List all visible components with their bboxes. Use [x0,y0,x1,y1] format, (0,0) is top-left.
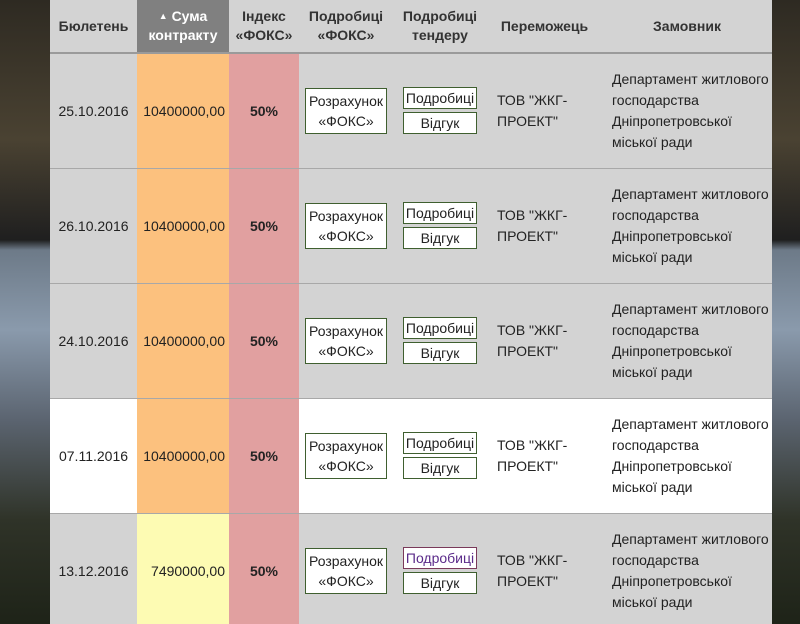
column-header-bulletin[interactable]: Бюлетень [50,0,137,53]
column-header-details-fox: Подробиці «ФОКС» [299,0,393,53]
column-header-index-label: Індекс «ФОКС» [235,8,293,43]
feedback-button[interactable]: Відгук [403,112,477,135]
column-header-sum[interactable]: ▲ Сума контракту [137,0,229,53]
contract-sum: 7490000,00 [137,513,229,624]
table-row: 07.11.2016 10400000,00 50% Розрахунок «Ф… [50,398,772,513]
feedback-button[interactable]: Відгук [403,457,477,479]
column-header-details-tender: Подробиці тендеру [393,0,487,53]
customer-name: Департамент житлового господарства Дніпр… [602,513,772,624]
column-header-sum-label: Сума контракту [148,8,218,43]
tender-details-button[interactable]: Подробиці [403,202,477,224]
column-header-customer[interactable]: Замовник [602,0,772,53]
winner-name: ТОВ "ЖКГ-ПРОЕКТ" [487,283,602,398]
feedback-button[interactable]: Відгук [403,342,477,364]
table-row: 13.12.2016 7490000,00 50% Розрахунок «ФО… [50,513,772,624]
winner-name: ТОВ "ЖКГ-ПРОЕКТ" [487,168,602,283]
fox-calculation-button[interactable]: Розрахунок «ФОКС» [305,547,387,594]
customer-name: Департамент житлового господарства Дніпр… [602,53,772,168]
bulletin-date: 07.11.2016 [50,398,137,513]
table-header: Бюлетень ▲ Сума контракту Індекс «ФОКС» … [50,0,772,53]
contract-sum: 10400000,00 [137,53,229,168]
column-header-bulletin-label: Бюлетень [58,17,129,34]
bulletin-date: 24.10.2016 [50,283,137,398]
customer-name: Департамент житлового господарства Дніпр… [602,283,772,398]
winner-name: ТОВ "ЖКГ-ПРОЕКТ" [487,398,602,513]
fox-index: 50% [229,398,299,513]
column-header-winner-label: Переможець [500,17,589,34]
winner-name: ТОВ "ЖКГ-ПРОЕКТ" [487,513,602,624]
fox-index: 50% [229,283,299,398]
customer-name: Департамент житлового господарства Дніпр… [602,168,772,283]
column-header-customer-label: Замовник [653,17,721,34]
column-header-index[interactable]: Індекс «ФОКС» [229,0,299,53]
fox-index: 50% [229,513,299,624]
fox-calculation-button[interactable]: Розрахунок «ФОКС» [305,87,387,134]
contract-sum: 10400000,00 [137,283,229,398]
contract-sum: 10400000,00 [137,398,229,513]
fox-calculation-button[interactable]: Розрахунок «ФОКС» [305,317,387,364]
sort-ascending-icon: ▲ [158,11,168,21]
column-header-details-tender-label: Подробиці тендеру [402,8,478,43]
fox-calculation-button[interactable]: Розрахунок «ФОКС» [305,202,387,249]
winner-name: ТОВ "ЖКГ-ПРОЕКТ" [487,53,602,168]
feedback-button[interactable]: Відгук [403,227,477,249]
tenders-table: Бюлетень ▲ Сума контракту Індекс «ФОКС» … [50,0,772,624]
tender-details-button[interactable]: Подробиці [403,432,477,454]
table-row: 24.10.2016 10400000,00 50% Розрахунок «Ф… [50,283,772,398]
tender-details-button[interactable]: Подробиці [403,547,477,570]
bulletin-date: 13.12.2016 [50,513,137,624]
fox-calculation-button[interactable]: Розрахунок «ФОКС» [305,432,387,479]
fox-index: 50% [229,53,299,168]
tender-details-button[interactable]: Подробиці [403,87,477,110]
customer-name: Департамент житлового господарства Дніпр… [602,398,772,513]
bulletin-date: 25.10.2016 [50,53,137,168]
tenders-table-panel: Бюлетень ▲ Сума контракту Індекс «ФОКС» … [50,0,772,624]
table-row: 26.10.2016 10400000,00 50% Розрахунок «Ф… [50,168,772,283]
fox-index: 50% [229,168,299,283]
bulletin-date: 26.10.2016 [50,168,137,283]
column-header-details-fox-label: Подробиці «ФОКС» [308,8,384,43]
column-header-winner[interactable]: Переможець [487,0,602,53]
feedback-button[interactable]: Відгук [403,572,477,595]
tender-details-button[interactable]: Подробиці [403,317,477,339]
contract-sum: 10400000,00 [137,168,229,283]
table-row: 25.10.2016 10400000,00 50% Розрахунок «Ф… [50,53,772,168]
